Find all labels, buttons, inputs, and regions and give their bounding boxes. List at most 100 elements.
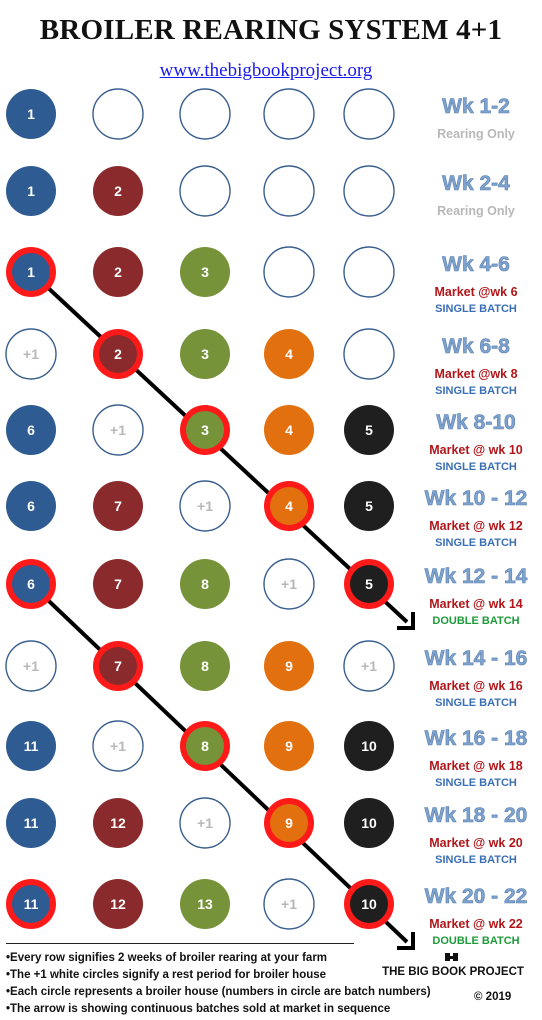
page-title: BROILER REARING SYSTEM 4+1 <box>39 14 503 46</box>
batch-fill <box>93 559 143 609</box>
batch-number: 11 <box>24 738 39 754</box>
house-circle: 3 <box>180 405 230 455</box>
batch-type-label: SINGLE BATCH <box>435 537 517 549</box>
house-circle <box>92 88 144 140</box>
house-circle <box>263 246 315 298</box>
house-circle: 5 <box>344 559 394 609</box>
house-circle: 2 <box>93 329 143 379</box>
week-label: Wk 8-10 <box>436 411 515 434</box>
week-label: Wk 16 - 18 <box>425 727 528 750</box>
batch-fill <box>186 727 224 765</box>
house-circle <box>263 88 315 140</box>
house-circle: 2 <box>93 166 143 216</box>
batch-number: 12 <box>110 815 126 831</box>
batch-fill <box>99 335 137 373</box>
market-label: Market @ wk 12 <box>429 519 523 533</box>
batch-fill <box>12 565 50 603</box>
house-circle: 5 <box>344 481 394 531</box>
house-circle <box>179 165 231 217</box>
week-label: Wk 18 - 20 <box>425 804 528 827</box>
batch-number: 3 <box>201 422 209 438</box>
grid-row: 6 +1 3 4 5 Wk 8-10 Market @ wk 10 SINGLE BATCH <box>6 404 523 473</box>
batch-number: 9 <box>285 815 293 831</box>
batch-number: 9 <box>285 738 293 754</box>
batch-fill <box>12 885 50 923</box>
batch-fill <box>12 253 50 291</box>
batch-number: 10 <box>361 896 377 912</box>
batch-type-label: SINGLE BATCH <box>435 697 517 709</box>
house-circle: +1 <box>263 878 315 930</box>
house-circle: 11 <box>6 798 56 848</box>
empty-house <box>5 328 57 380</box>
house-circle: 8 <box>180 721 230 771</box>
house-circle <box>263 165 315 217</box>
empty-house <box>263 878 315 930</box>
copyright: © 2019 <box>474 991 512 1003</box>
grid-row: 11 12 13 +1 10 Wk 20 - 22 Market @ wk 22 DOUBLE… <box>6 878 528 947</box>
week-label: Wk 2-4 <box>442 172 510 195</box>
arrow-head <box>397 612 415 630</box>
batch-fill <box>6 405 56 455</box>
batch-number: 7 <box>114 658 122 674</box>
grid-row: 1 2 Wk 2-4 Rearing Only <box>6 165 515 218</box>
house-circle: +1 <box>343 640 395 692</box>
house-circle: 1 <box>6 89 56 139</box>
house-circle: +1 <box>92 404 144 456</box>
website-link[interactable]: www.thebigbookproject.org <box>159 60 373 81</box>
house-circle: 6 <box>6 405 56 455</box>
grid-row: 6 7 +1 4 5 Wk 10 - 12 Market @ wk 12 SINGLE BAT… <box>6 480 528 549</box>
week-label: Wk 1-2 <box>442 95 510 118</box>
batch-type-label: DOUBLE BATCH <box>432 935 519 947</box>
house-circle: 11 <box>6 879 56 929</box>
house-circle: 12 <box>93 798 143 848</box>
arrow-head <box>397 932 415 950</box>
batch-number: 3 <box>201 346 209 362</box>
batch-type-label: SINGLE BATCH <box>435 461 517 473</box>
empty-house <box>343 246 395 298</box>
batch-number: 2 <box>114 346 122 362</box>
batch-type-label: SINGLE BATCH <box>435 777 517 789</box>
house-circle <box>343 328 395 380</box>
grid-row: +1 7 8 9 +1 Wk 14 - 16 Market @ wk 16 SINGLE BA… <box>5 640 528 709</box>
note-item: •The +1 white circles signify a rest per… <box>6 969 327 981</box>
house-circle: 13 <box>180 879 230 929</box>
empty-house <box>343 88 395 140</box>
market-label: Market @ wk 22 <box>429 917 523 931</box>
batch-fill <box>6 166 56 216</box>
batch-number: 4 <box>285 498 293 514</box>
batch-number: 5 <box>365 498 373 514</box>
batch-number: 8 <box>201 658 209 674</box>
house-circle: 4 <box>264 405 314 455</box>
house-circle: 8 <box>180 559 230 609</box>
binoculars-icon <box>445 953 458 961</box>
house-circle: 4 <box>264 481 314 531</box>
batch-fill <box>6 481 56 531</box>
note-item: •Each circle represents a broiler house … <box>6 986 431 998</box>
rest-label: +1 <box>361 658 377 674</box>
batch-fill <box>264 721 314 771</box>
rest-label: +1 <box>23 658 39 674</box>
note-item: •The arrow is showing continuous batches… <box>6 1003 391 1015</box>
batch-number: 3 <box>201 264 209 280</box>
week-label: Wk 10 - 12 <box>425 487 528 510</box>
empty-house <box>343 640 395 692</box>
batch-number: 2 <box>114 264 122 280</box>
empty-house <box>343 165 395 217</box>
house-circle: 5 <box>344 405 394 455</box>
house-circle: 1 <box>6 166 56 216</box>
batch-number: 6 <box>27 576 35 592</box>
batch-fill <box>180 247 230 297</box>
market-label: Market @wk 6 <box>434 285 517 299</box>
batch-fill <box>264 329 314 379</box>
brand-name: THE BIG BOOK PROJECT <box>382 966 524 978</box>
batch-fill <box>6 798 56 848</box>
batch-type-label: SINGLE BATCH <box>435 854 517 866</box>
empty-house <box>263 88 315 140</box>
batch-number: 11 <box>24 815 39 831</box>
house-circle: 10 <box>344 798 394 848</box>
batch-number: 11 <box>24 896 39 912</box>
week-label: Wk 14 - 16 <box>425 647 528 670</box>
batch-fill <box>93 166 143 216</box>
batch-fill <box>186 411 224 449</box>
batch-fill <box>180 329 230 379</box>
